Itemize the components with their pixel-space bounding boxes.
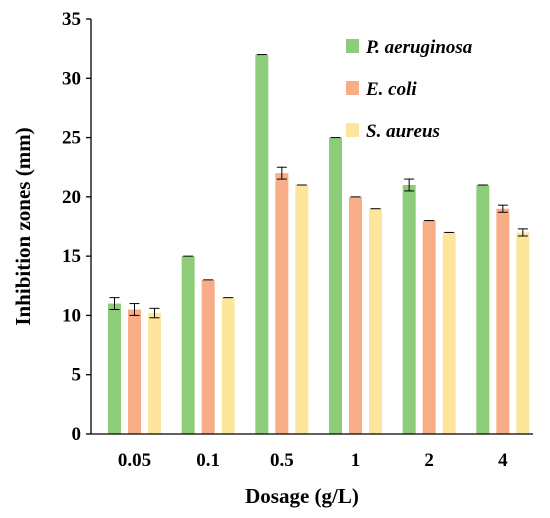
error-bar — [149, 307, 160, 319]
y-tick-label: 25 — [62, 128, 81, 149]
x-axis-title: Dosage (g/L) — [245, 484, 359, 508]
legend-swatch — [346, 81, 359, 95]
legend-label: P. aeruginosa — [365, 37, 473, 58]
y-tick-label: 10 — [62, 305, 81, 326]
bar — [349, 196, 362, 434]
y-tick-label: 20 — [62, 187, 81, 208]
legend-label: S. aureus — [366, 121, 440, 142]
x-tick-label: 0.05 — [118, 450, 151, 471]
bar — [221, 297, 235, 434]
error-bar — [276, 166, 287, 180]
bar — [255, 54, 269, 434]
legend-label: E. coli — [365, 79, 417, 100]
x-tick-label: 4 — [498, 450, 508, 471]
error-bar — [404, 178, 415, 192]
bar — [128, 309, 141, 434]
bar — [369, 208, 382, 434]
error-bar — [517, 228, 528, 237]
legend-swatch — [346, 123, 359, 137]
legend-item: P. aeruginosa — [346, 37, 473, 58]
legend-swatch — [346, 39, 359, 53]
bar — [181, 256, 195, 434]
axes-layer — [86, 18, 533, 435]
bar — [496, 208, 510, 434]
bar — [516, 232, 530, 434]
legend: P. aeruginosa E. coli S. aureus — [346, 37, 473, 142]
y-tick-label: 35 — [62, 9, 81, 30]
legend-item: E. coli — [346, 79, 417, 100]
y-tick-label: 5 — [72, 365, 82, 386]
bar — [295, 185, 309, 434]
x-tick-label: 0.5 — [270, 450, 294, 471]
x-tick-label: 1 — [351, 450, 361, 471]
error-bar — [497, 204, 508, 213]
y-tick-label: 15 — [62, 246, 81, 267]
x-tick-label: 0.1 — [196, 450, 220, 471]
bars-layer — [108, 54, 530, 435]
y-tick-label: 30 — [62, 68, 81, 89]
bar — [422, 220, 436, 434]
y-axis-title: Inhibition zones (mm) — [11, 127, 35, 325]
legend-item: S. aureus — [346, 121, 440, 142]
error-bar — [109, 297, 120, 310]
bar — [476, 185, 490, 434]
text-layer: 0 5 10 15 20 25 30 35 0.05 0.1 0.5 1 2 4 — [62, 9, 508, 471]
bar — [402, 185, 416, 434]
error-bar — [129, 303, 140, 316]
bar — [275, 173, 289, 434]
x-tick-label: 2 — [424, 450, 434, 471]
bar — [329, 137, 342, 435]
bar — [201, 279, 215, 434]
bar — [108, 303, 121, 434]
y-tick-label: 0 — [72, 424, 82, 445]
bar — [442, 232, 456, 434]
bar — [148, 313, 161, 434]
